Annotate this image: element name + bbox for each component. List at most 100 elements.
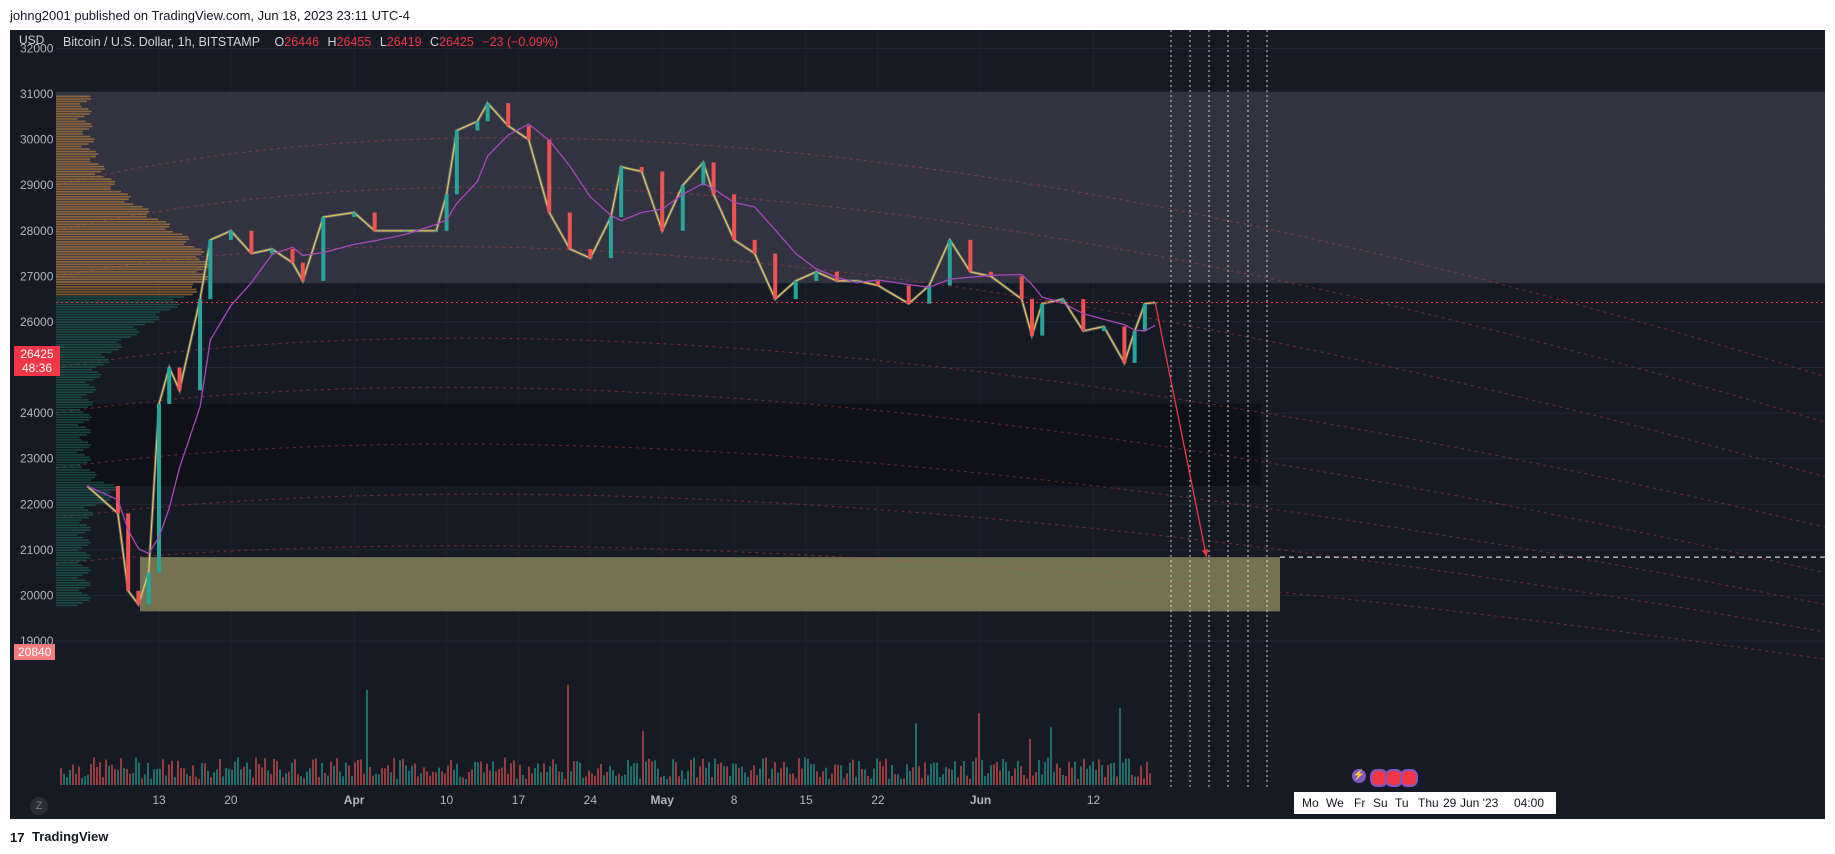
volume-bar: [879, 761, 881, 785]
volume-profile-bar: [56, 413, 90, 416]
price-chart[interactable]: 3200031000300002900028000270002600025000…: [10, 30, 1825, 819]
future-time-axis: Mo We Fr Su Tu Thu 29 Jun '23 04:00: [1294, 792, 1556, 814]
future-tick: Tu: [1395, 796, 1409, 810]
volume-bar: [987, 773, 989, 785]
volume-bar: [744, 772, 746, 785]
volume-profile-bar: [56, 436, 80, 439]
volume-profile-bar: [56, 599, 90, 602]
volume-bar: [399, 760, 401, 785]
y-tick-label: 30000: [20, 133, 54, 147]
volume-bar: [84, 776, 86, 785]
volume-profile-bar: [56, 358, 110, 361]
volume-profile-bar: [56, 100, 87, 103]
resistance-zone: [56, 91, 1825, 284]
candle: [1132, 331, 1137, 363]
volume-bar: [354, 762, 356, 785]
volume-profile-bar: [56, 128, 90, 130]
volume-profile-bar: [56, 403, 93, 406]
volume-profile-bar: [56, 215, 147, 218]
volume-profile-bar: [56, 571, 89, 574]
volume-profile-bar: [56, 441, 89, 444]
volume-profile-bar: [56, 283, 193, 286]
volume-bar: [405, 765, 407, 785]
volume-bar: [306, 771, 308, 785]
volume-profile-bar: [56, 398, 89, 401]
volume-bar: [858, 760, 860, 785]
volume-profile-bar: [56, 286, 192, 288]
volume-bar: [615, 775, 617, 785]
volume-bar: [753, 765, 755, 785]
volume-bar: [804, 757, 806, 785]
tradingview-logo-icon: 17: [10, 830, 25, 845]
volume-bar: [258, 764, 260, 785]
volume-bar: [444, 773, 446, 785]
volume-bar: [1131, 774, 1133, 785]
arc-line: [55, 337, 1825, 528]
volume-profile-bar: [56, 521, 80, 524]
volume-bar: [1068, 762, 1070, 785]
volume-bar: [528, 766, 530, 785]
volume-bar: [924, 762, 926, 785]
volume-profile-bar: [56, 301, 179, 303]
x-tick-label: 20: [224, 793, 238, 807]
volume-profile-bar: [56, 421, 84, 424]
volume-profile-bar: [56, 188, 111, 190]
volume-profile-bar: [56, 559, 86, 562]
volume-bar: [108, 765, 110, 785]
volume-profile-bar: [56, 494, 108, 496]
volume-bar: [255, 757, 257, 785]
dark-gap-zone: [56, 403, 1261, 487]
volume-bar: [234, 761, 236, 785]
y-tick-label: 24000: [20, 406, 54, 420]
volume-bar: [312, 759, 314, 785]
volume-bar: [387, 765, 389, 785]
volume-bar: [1029, 738, 1031, 785]
volume-bar: [339, 771, 341, 785]
volume-profile-bar: [56, 133, 83, 135]
volume-profile-bar: [56, 338, 122, 341]
volume-bar: [654, 760, 656, 785]
volume-bar: [516, 778, 518, 785]
volume-bar: [210, 777, 212, 785]
chart-panel[interactable]: 3200031000300002900028000270002600025000…: [10, 30, 1825, 819]
volume-bar: [981, 760, 983, 785]
volume-bar: [948, 768, 950, 785]
volume-bar: [1074, 761, 1076, 785]
volume-bar: [1107, 764, 1109, 785]
volume-profile-bar: [56, 584, 91, 587]
volume-profile-bar: [56, 581, 91, 584]
volume-bar: [465, 778, 467, 785]
volume-bar: [690, 759, 692, 785]
volume-profile-bar: [56, 258, 200, 261]
candle: [526, 125, 531, 140]
volume-profile-bar: [56, 115, 85, 118]
volume-bar: [648, 758, 650, 785]
open-value: 26446: [284, 35, 320, 49]
volume-profile-bar: [56, 208, 149, 211]
volume-profile-bar: [56, 529, 91, 531]
volume-profile-bar: [56, 569, 91, 572]
volume-bar: [507, 773, 509, 785]
volume-bar: [612, 770, 614, 785]
flash-icon[interactable]: ⚡: [1352, 769, 1366, 783]
candle: [269, 248, 274, 254]
volume-bar: [1080, 766, 1082, 785]
volume-bar: [264, 757, 266, 785]
us-flag-event-icon[interactable]: [1400, 769, 1418, 787]
volume-bar: [855, 776, 857, 785]
volume-bar: [348, 765, 350, 785]
volume-profile-bar: [56, 185, 111, 188]
volume-profile-bar: [56, 589, 79, 592]
scale-toggle-button[interactable]: Z: [30, 797, 48, 815]
volume-bar: [663, 776, 665, 785]
volume-profile-bar: [56, 424, 79, 426]
volume-profile-bar: [56, 343, 122, 346]
volume-profile-bar: [56, 158, 91, 160]
volume-profile-bar: [56, 313, 156, 316]
volume-bar: [711, 776, 713, 785]
volume-bar: [117, 769, 119, 785]
y-tick-label: 23000: [20, 452, 54, 466]
volume-bar: [864, 769, 866, 785]
volume-bar: [636, 763, 638, 785]
volume-profile-bar: [56, 130, 83, 133]
